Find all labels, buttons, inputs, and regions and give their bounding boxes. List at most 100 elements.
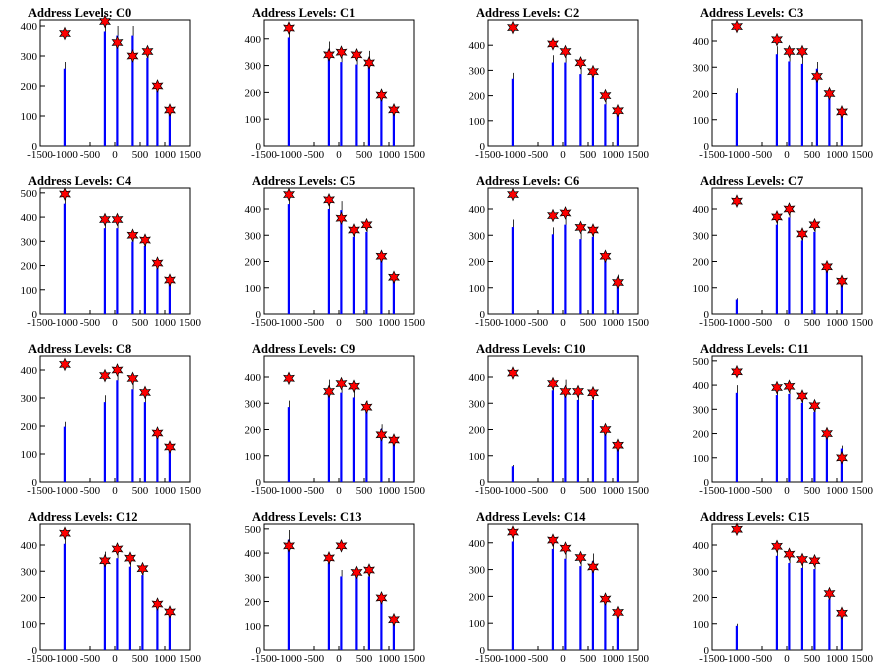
y-tick-label: 300: [21, 236, 38, 248]
x-tick-label: 1000: [826, 653, 849, 665]
y-tick-label: 400: [21, 212, 38, 224]
peak-marker: [323, 47, 335, 62]
panel-c7: Address Levels: C7 0 100 200 300 400 -1500 -100…: [693, 174, 874, 329]
y-tick-label: 100: [245, 451, 262, 463]
x-tick-label: 1000: [154, 317, 177, 329]
peak-marker: [360, 400, 373, 415]
histogram-bar: [551, 234, 554, 314]
y-tick-label: 100: [693, 115, 710, 127]
peak-marker: [323, 192, 335, 207]
y-tick-label: 300: [469, 230, 486, 242]
peak-marker: [323, 551, 335, 565]
x-tick-label: 1000: [378, 485, 401, 497]
peak-marker: [164, 103, 176, 117]
panel-c8: Address Levels: C8 0 100 200 300 400 -1500 -100…: [21, 342, 202, 497]
histogram-bar: [355, 64, 358, 146]
x-tick-label: 0: [336, 317, 342, 329]
histogram-bar: [340, 62, 343, 147]
histogram-bar: [327, 208, 330, 314]
y-tick-label: 100: [21, 449, 38, 461]
histogram-bar: [116, 558, 119, 650]
x-tick-label: 0: [784, 149, 790, 161]
y-tick-label: 200: [245, 87, 262, 99]
histogram-bar: [380, 602, 383, 650]
y-tick-label: 0: [32, 141, 38, 153]
panel-title: Address Levels: C9: [252, 342, 355, 356]
peak-marker: [572, 384, 584, 399]
y-tick-label: 0: [480, 645, 486, 657]
histogram-bar: [327, 387, 330, 482]
peak-marker: [388, 612, 400, 627]
x-tick-label: -500: [752, 149, 773, 161]
y-tick-label: 400: [469, 538, 486, 550]
plot-frame: [39, 355, 191, 483]
histogram-bar: [825, 437, 828, 482]
histogram-bar: [131, 389, 134, 482]
peak-marker: [587, 560, 599, 574]
y-tick-label: 300: [693, 566, 710, 578]
histogram-bar: [103, 402, 106, 482]
y-tick-label: 400: [245, 204, 262, 216]
histogram-bar: [564, 558, 567, 650]
x-tick-label: -1500: [251, 485, 277, 497]
peak-marker: [151, 256, 164, 270]
peak-marker: [574, 55, 587, 70]
y-tick-label: 0: [480, 477, 486, 489]
x-tick-label: 1500: [403, 653, 426, 665]
y-tick-label: 100: [693, 619, 710, 631]
x-tick-label: 500: [356, 149, 373, 161]
peak-marker: [574, 220, 587, 235]
peak-marker: [111, 363, 124, 377]
x-tick-label: 1000: [378, 317, 401, 329]
peak-marker: [823, 86, 836, 101]
plot-frame: [711, 355, 863, 483]
histogram-bar: [828, 97, 831, 146]
panel-c5: Address Levels: C5 0 100 200 300 400 -1500 -100…: [245, 174, 426, 329]
peak-marker: [151, 79, 164, 93]
histogram-bar: [551, 62, 554, 147]
histogram-bar: [63, 203, 66, 314]
x-tick-label: -1000: [52, 653, 78, 665]
x-tick-label: -1000: [52, 485, 78, 497]
histogram-bar: [63, 543, 66, 650]
histogram-bar: [579, 239, 582, 314]
peak-marker: [783, 547, 796, 562]
peak-marker: [388, 102, 400, 117]
panel-title: Address Levels: C14: [476, 510, 586, 524]
peak-marker: [771, 210, 783, 224]
y-tick-label: 100: [693, 283, 710, 295]
x-tick-label: 1500: [179, 653, 202, 665]
y-tick-label: 500: [245, 524, 262, 536]
x-tick-label: 0: [784, 485, 790, 497]
peak-marker: [771, 380, 783, 395]
x-tick-label: -500: [752, 653, 773, 665]
plot-frame: [263, 355, 415, 483]
x-tick-label: -500: [528, 653, 549, 665]
y-tick-label: 200: [245, 257, 262, 269]
peak-marker: [99, 368, 111, 383]
peak-marker: [731, 364, 743, 379]
histogram-bar: [367, 58, 370, 146]
x-tick-label: 500: [804, 317, 821, 329]
x-tick-label: -500: [304, 149, 325, 161]
histogram-bar: [604, 603, 607, 650]
x-tick-label: -1000: [276, 653, 302, 665]
x-tick-label: 0: [112, 149, 118, 161]
peak-marker: [283, 21, 295, 35]
x-tick-label: -1000: [500, 485, 526, 497]
y-tick-label: 300: [21, 566, 38, 578]
y-tick-label: 400: [21, 540, 38, 552]
peak-marker: [547, 533, 559, 547]
peak-marker: [126, 371, 139, 386]
x-tick-label: 1500: [179, 485, 202, 497]
histogram-bar: [788, 61, 791, 146]
peak-marker: [375, 427, 388, 442]
peak-marker: [836, 606, 848, 621]
histogram-bar: [604, 104, 607, 146]
panel-title: Address Levels: C11: [700, 342, 809, 356]
x-tick-label: -1000: [724, 149, 750, 161]
y-tick-label: 400: [693, 540, 710, 552]
x-tick-label: -1500: [27, 653, 53, 665]
x-tick-label: -1500: [251, 317, 277, 329]
y-tick-label: 200: [469, 257, 486, 269]
